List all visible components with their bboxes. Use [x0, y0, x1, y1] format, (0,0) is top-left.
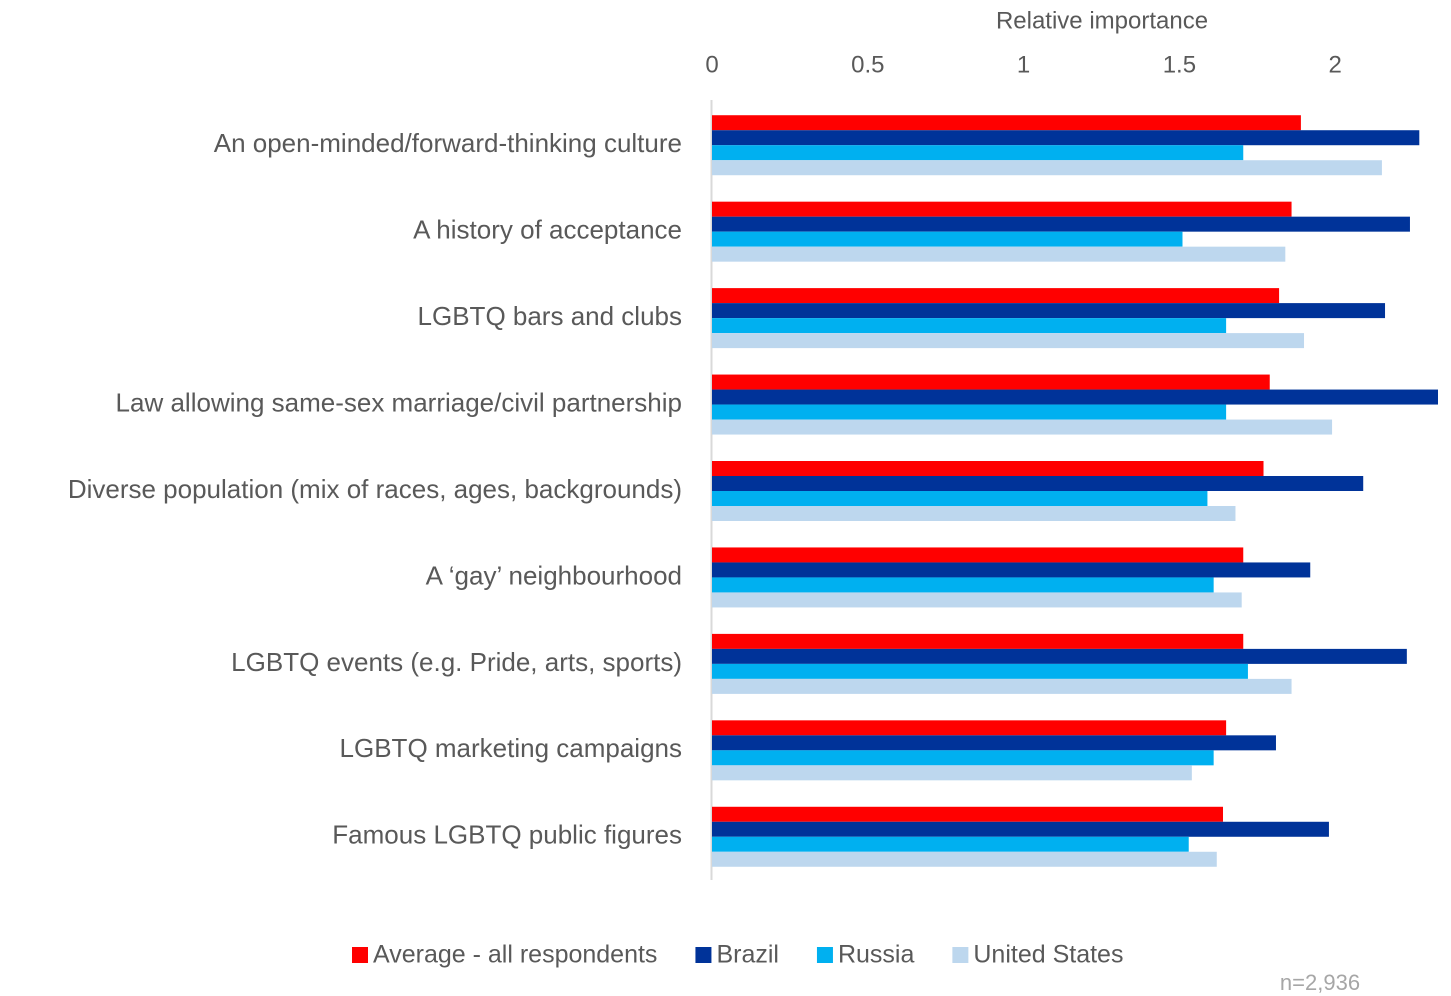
legend-label: Brazil: [716, 941, 779, 969]
y-tick-label: Famous LGBTQ public figures: [332, 820, 682, 850]
legend-label: Russia: [838, 941, 915, 969]
x-tick-label: 0.5: [851, 51, 884, 78]
bar: [712, 216, 1410, 232]
bar: [712, 389, 1438, 405]
bar: [712, 115, 1301, 131]
y-tick-label: LGBTQ events (e.g. Pride, arts, sports): [231, 647, 682, 677]
bar: [712, 806, 1224, 822]
bar: [712, 404, 1227, 420]
y-tick-label: LGBTQ marketing campaigns: [340, 733, 682, 763]
bar: [712, 750, 1214, 766]
bar: [712, 821, 1329, 837]
bar: [712, 231, 1183, 247]
y-tick-label: LGBTQ bars and clubs: [418, 301, 682, 331]
bar: [712, 145, 1244, 161]
bar: [712, 851, 1217, 867]
x-tick-label: 1: [1017, 51, 1030, 78]
bar: [712, 333, 1305, 349]
x-tick-label: 1.5: [1163, 51, 1196, 78]
y-tick-label: Diverse population (mix of races, ages, …: [68, 474, 682, 504]
bar: [712, 506, 1236, 521]
bar: [712, 663, 1248, 679]
bar: [712, 246, 1286, 262]
y-tick-label: An open-minded/forward-thinking culture: [214, 128, 682, 158]
bar: [712, 318, 1227, 334]
x-tick-label: 0: [705, 51, 718, 78]
bar: [712, 476, 1364, 491]
bar: [712, 374, 1270, 390]
bar: [712, 160, 1382, 176]
bar: [712, 735, 1276, 751]
bar: [712, 419, 1333, 435]
bar: [712, 765, 1192, 781]
bar: [712, 201, 1292, 217]
bar: [712, 547, 1244, 563]
legend-label: Average - all respondents: [373, 941, 657, 969]
bar: [712, 491, 1208, 506]
x-axis-label: Relative importance: [996, 7, 1208, 34]
bar: [712, 633, 1244, 649]
x-tick-label: 2: [1328, 51, 1341, 78]
legend-swatch: [695, 947, 712, 963]
bar: [712, 303, 1386, 319]
legend-swatch: [352, 947, 368, 963]
note: n=2,936: [1280, 970, 1360, 995]
bar: [712, 130, 1420, 146]
y-tick-label: A history of acceptance: [413, 215, 682, 245]
bar: [712, 720, 1227, 736]
bar: [712, 836, 1189, 852]
bar: [712, 648, 1407, 664]
y-tick-label: A ‘gay’ neighbourhood: [426, 560, 682, 590]
bar: [712, 562, 1311, 578]
bar: [712, 678, 1292, 694]
bar: [712, 461, 1264, 476]
bar: [712, 288, 1280, 304]
y-tick-label: Law allowing same-sex marriage/civil par…: [116, 387, 682, 417]
legend-swatch: [816, 947, 833, 963]
legend-swatch: [952, 947, 969, 963]
bar: [712, 577, 1214, 593]
bar: [712, 592, 1242, 608]
legend-label: United States: [973, 941, 1123, 969]
